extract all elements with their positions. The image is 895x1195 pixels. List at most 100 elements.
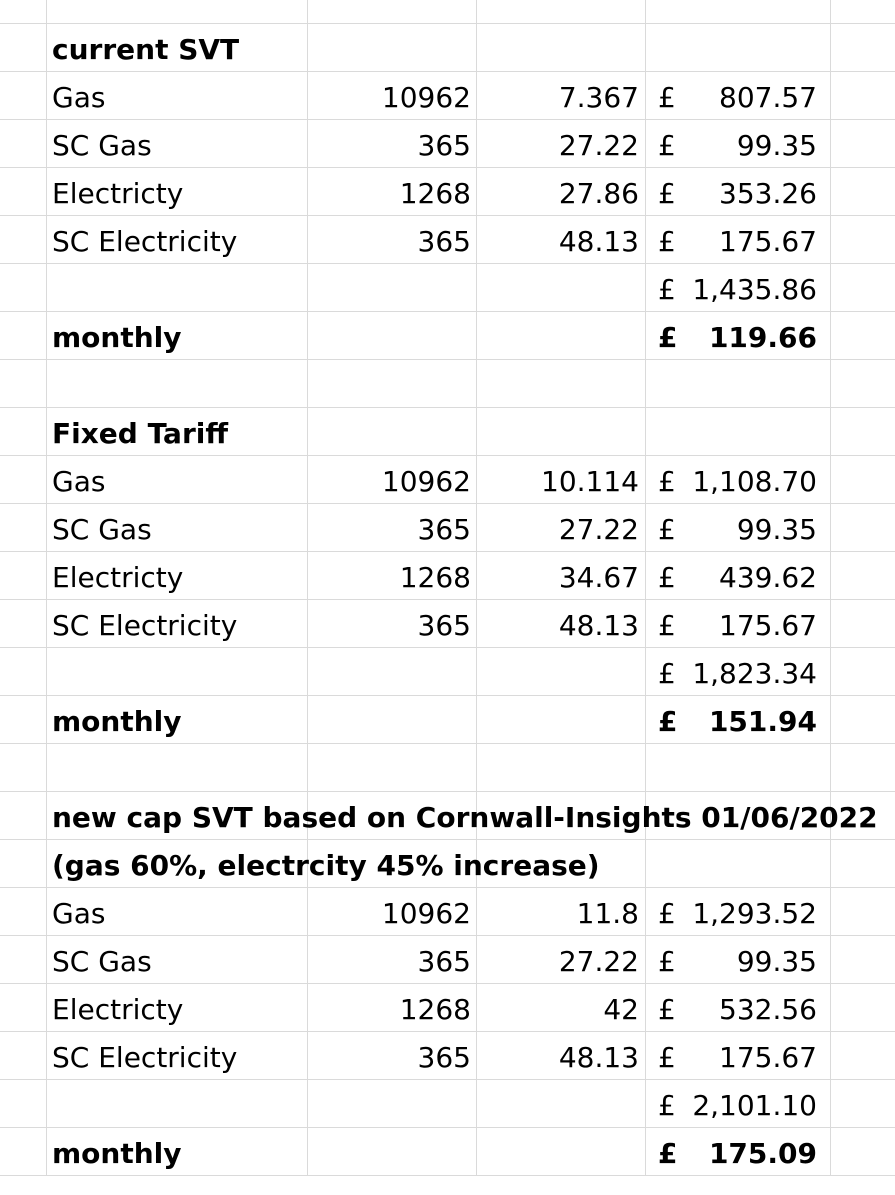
table-row: SC Electricity 365 48.13 £175.67 (0, 216, 895, 264)
label-cell[interactable]: Gas (52, 81, 106, 114)
amount-cell[interactable]: 99.35 (736, 129, 817, 162)
quantity-cell[interactable]: 365 (417, 129, 471, 162)
quantity-cell[interactable]: 365 (417, 513, 471, 546)
section-title-cell[interactable]: Fixed Tariff (52, 417, 229, 450)
column-gridline (46, 168, 47, 215)
column-gridline (476, 216, 477, 263)
monthly-row: monthly £119.66 (0, 312, 895, 360)
amount-cell[interactable]: 353.26 (719, 177, 817, 210)
quantity-cell[interactable]: 1268 (399, 561, 471, 594)
currency-cell[interactable]: £ (658, 1041, 676, 1074)
monthly-amount-cell[interactable]: 175.09 (708, 1137, 817, 1170)
column-gridline (46, 1032, 47, 1079)
quantity-cell[interactable]: 365 (417, 225, 471, 258)
rate-cell[interactable]: 42 (603, 993, 639, 1026)
amount-cell[interactable]: 1,293.52 (692, 897, 817, 930)
monthly-currency-cell[interactable]: £ (658, 1137, 678, 1170)
column-gridline (830, 120, 831, 167)
monthly-amount-cell[interactable]: 119.66 (708, 321, 817, 354)
rate-cell[interactable]: 27.22 (558, 945, 639, 978)
monthly-label-cell[interactable]: monthly (52, 321, 182, 354)
section-title-row: current SVT (0, 24, 895, 72)
label-cell[interactable]: SC Gas (52, 513, 152, 546)
column-gridline (645, 312, 646, 359)
currency-cell[interactable]: £ (658, 945, 676, 978)
amount-cell[interactable]: 807.57 (719, 81, 817, 114)
rate-cell[interactable]: 27.22 (558, 129, 639, 162)
quantity-cell[interactable]: 1268 (399, 993, 471, 1026)
quantity-cell[interactable]: 365 (417, 1041, 471, 1074)
column-gridline (307, 264, 308, 311)
total-currency-cell[interactable]: £ (658, 1089, 676, 1122)
column-gridline (307, 1032, 308, 1079)
quantity-cell[interactable]: 10962 (381, 81, 471, 114)
label-cell[interactable]: SC Gas (52, 945, 152, 978)
amount-cell[interactable]: 99.35 (736, 945, 817, 978)
total-amount-cell[interactable]: 1,435.86 (692, 273, 817, 306)
amount-cell[interactable]: 175.67 (719, 609, 817, 642)
monthly-currency-cell[interactable]: £ (658, 321, 678, 354)
section-title-cell[interactable]: new cap SVT based on Cornwall-Insights 0… (52, 801, 878, 834)
amount-cell[interactable]: 175.67 (719, 225, 817, 258)
monthly-label-cell[interactable]: monthly (52, 1137, 182, 1170)
total-amount-cell[interactable]: 2,101.10 (692, 1089, 817, 1122)
column-gridline (46, 0, 47, 23)
label-cell[interactable]: Gas (52, 897, 106, 930)
rate-cell[interactable]: 34.67 (558, 561, 639, 594)
currency-cell[interactable]: £ (658, 81, 676, 114)
section-title-cell[interactable]: (gas 60%, electrcity 45% increase) (52, 849, 600, 882)
currency-cell[interactable]: £ (658, 609, 676, 642)
total-currency-cell[interactable]: £ (658, 657, 676, 690)
currency-cell[interactable]: £ (658, 225, 676, 258)
section-title-cell[interactable]: current SVT (52, 33, 240, 66)
rate-cell[interactable]: 27.22 (558, 513, 639, 546)
column-gridline (476, 504, 477, 551)
label-cell[interactable]: SC Electricity (52, 225, 238, 258)
label-cell[interactable]: Gas (52, 465, 106, 498)
column-gridline (476, 744, 477, 791)
total-currency-cell[interactable]: £ (658, 273, 676, 306)
currency-cell[interactable]: £ (658, 897, 676, 930)
quantity-cell[interactable]: 1268 (399, 177, 471, 210)
column-gridline (645, 24, 646, 71)
rate-cell[interactable]: 11.8 (576, 897, 639, 930)
label-cell[interactable]: Electricty (52, 561, 184, 594)
amount-cell[interactable]: 175.67 (719, 1041, 817, 1074)
column-gridline (645, 264, 646, 311)
label-cell[interactable]: Electricty (52, 177, 184, 210)
label-cell[interactable]: SC Electricity (52, 1041, 238, 1074)
amount-cell[interactable]: 1,108.70 (692, 465, 817, 498)
quantity-cell[interactable]: 10962 (381, 897, 471, 930)
currency-cell[interactable]: £ (658, 561, 676, 594)
currency-cell[interactable]: £ (658, 465, 676, 498)
quantity-cell[interactable]: 365 (417, 945, 471, 978)
column-gridline (645, 168, 646, 215)
label-cell[interactable]: SC Gas (52, 129, 152, 162)
label-cell[interactable]: Electricty (52, 993, 184, 1026)
column-gridline (830, 552, 831, 599)
rate-cell[interactable]: 48.13 (558, 225, 639, 258)
currency-cell[interactable]: £ (658, 993, 676, 1026)
total-amount-cell[interactable]: 1,823.34 (692, 657, 817, 690)
rate-cell[interactable]: 10.114 (541, 465, 639, 498)
currency-cell[interactable]: £ (658, 177, 676, 210)
monthly-label-cell[interactable]: monthly (52, 705, 182, 738)
rate-cell[interactable]: 48.13 (558, 1041, 639, 1074)
column-gridline (46, 1128, 47, 1175)
currency-cell[interactable]: £ (658, 129, 676, 162)
amount-cell[interactable]: 532.56 (719, 993, 817, 1026)
rate-cell[interactable]: 27.86 (558, 177, 639, 210)
rate-cell[interactable]: 7.367 (558, 81, 639, 114)
rate-cell[interactable]: 48.13 (558, 609, 639, 642)
quantity-cell[interactable]: 365 (417, 609, 471, 642)
quantity-cell[interactable]: 10962 (381, 465, 471, 498)
column-gridline (645, 888, 646, 935)
currency-cell[interactable]: £ (658, 513, 676, 546)
amount-cell[interactable]: 439.62 (719, 561, 817, 594)
monthly-currency-cell[interactable]: £ (658, 705, 678, 738)
column-gridline (307, 840, 308, 887)
amount-cell[interactable]: 99.35 (736, 513, 817, 546)
monthly-amount-cell[interactable]: 151.94 (708, 705, 817, 738)
column-gridline (645, 360, 646, 407)
label-cell[interactable]: SC Electricity (52, 609, 238, 642)
